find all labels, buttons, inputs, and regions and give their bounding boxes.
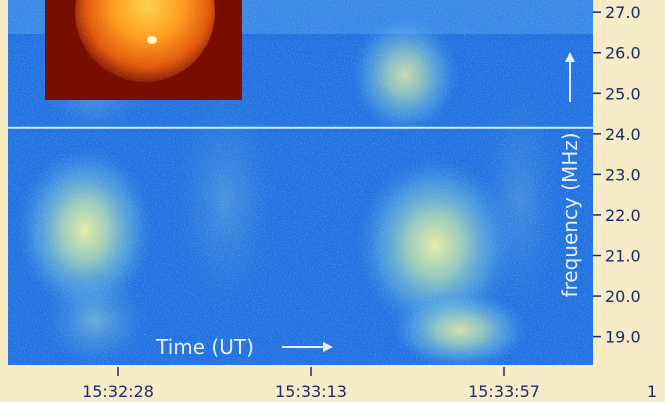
x-tick-label: 1 [647,382,657,401]
y-tick-label: 22.0 [605,206,641,225]
frequency-arrow-icon [565,52,575,102]
y-tick-label: 23.0 [605,165,641,184]
x-tick-label: 15:32:28 [82,382,154,401]
time-arrow-icon [282,342,333,352]
sun-image-icon [45,0,242,100]
y-tick-label: 19.0 [605,328,641,347]
x-axis-title: Time (UT) [155,335,254,359]
y-tick-label: 27.0 [605,3,641,22]
y-axis-title: frequency (MHz) [558,132,582,297]
y-tick-label: 24.0 [605,125,641,144]
y-tick-label: 25.0 [605,84,641,103]
y-tick-label: 21.0 [605,247,641,266]
x-tick-label: 15:33:13 [275,382,347,401]
x-tick-label: 15:33:57 [468,382,540,401]
y-tick-label: 20.0 [605,287,641,306]
frequency-axis: 27.0 26.0 25.0 24.0 23.0 22.0 21.0 20.0 19.0 [593,3,641,347]
y-tick-label: 26.0 [605,44,641,63]
time-axis: 15:32:28 15:33:13 15:33:57 1 [82,367,657,401]
spectrogram-plot-area [8,0,593,365]
